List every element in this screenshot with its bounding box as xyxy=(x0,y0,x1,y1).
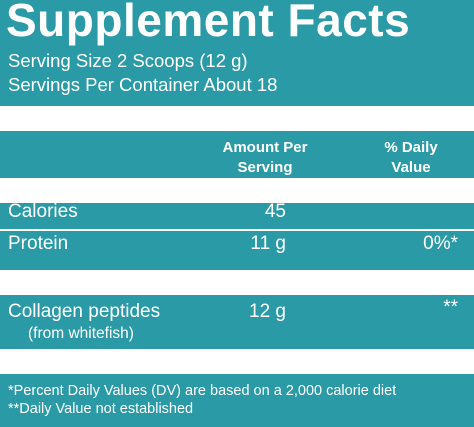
panel-title: Supplement Facts xyxy=(6,0,411,46)
column-header-amount-line1: Amount Per xyxy=(222,139,308,156)
footnote-not-established: **Daily Value not established xyxy=(8,401,194,417)
row-amount-collagen: 12 g xyxy=(249,301,286,322)
divider-thick xyxy=(0,106,474,131)
column-header-dv-line2: Value xyxy=(391,159,431,176)
divider-thick xyxy=(0,349,474,374)
column-header-amount-line2: Serving xyxy=(237,159,293,176)
row-label-collagen: Collagen peptides xyxy=(8,301,161,322)
divider-thin xyxy=(0,229,474,231)
divider-thick xyxy=(0,270,474,295)
row-sublabel-collagen: (from whitefish) xyxy=(28,325,134,342)
divider-thick xyxy=(0,178,474,203)
row-dv-collagen: ** xyxy=(443,297,458,318)
row-label-protein: Protein xyxy=(8,233,69,254)
column-header-dv-line1: % Daily xyxy=(384,139,438,156)
column-header-daily-value: % Daily Value xyxy=(356,138,466,178)
column-header-amount: Amount Per Serving xyxy=(205,138,325,178)
row-amount-protein: 11 g xyxy=(250,233,286,254)
servings-per-container: Servings Per Container About 18 xyxy=(8,74,278,95)
row-label-calories: Calories xyxy=(8,201,78,222)
footnote-dv: *Percent Daily Values (DV) are based on … xyxy=(8,383,397,399)
row-dv-protein: 0%* xyxy=(423,233,458,254)
row-amount-calories: 45 xyxy=(264,201,286,222)
serving-size: Serving Size 2 Scoops (12 g) xyxy=(8,50,248,71)
